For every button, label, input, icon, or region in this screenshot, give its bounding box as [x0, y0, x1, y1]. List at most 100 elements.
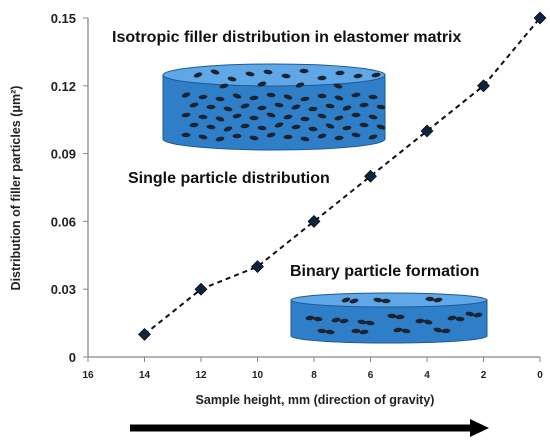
gravity-arrow-head — [470, 419, 489, 437]
filler-particle — [387, 313, 397, 319]
filler-particle — [365, 320, 375, 326]
filler-particle — [395, 314, 405, 320]
filler-particle — [240, 123, 250, 129]
filler-particle — [376, 104, 386, 110]
filler-particle — [351, 132, 361, 138]
filler-particle — [334, 115, 344, 121]
x-tick-label: 0 — [537, 370, 543, 381]
filler-particle — [300, 96, 310, 102]
x-ticks: 16 14 12 10 8 6 4 2 0 — [82, 357, 543, 381]
filler-particle — [257, 125, 267, 131]
x-tick-label: 4 — [424, 370, 430, 381]
filler-particle — [441, 328, 451, 334]
filler-particle — [341, 297, 351, 303]
data-point — [420, 124, 434, 138]
filler-particle — [325, 329, 335, 335]
data-point — [364, 169, 377, 183]
filler-particle — [342, 105, 352, 111]
filler-particle — [283, 134, 293, 140]
y-tick-label: 0.09 — [51, 147, 76, 162]
filler-particle — [465, 311, 475, 317]
filler-particle — [333, 83, 343, 89]
filler-particle — [189, 102, 199, 108]
filler-particle — [223, 106, 233, 112]
y-axis-label: Distribution of filler particles (μm²) — [9, 86, 23, 291]
x-tick-label: 10 — [252, 370, 264, 381]
x-tick-label: 14 — [139, 370, 151, 381]
filler-particle — [351, 92, 361, 98]
filler-particle — [339, 318, 349, 324]
data-point — [251, 260, 264, 274]
filler-particle — [223, 126, 233, 132]
filler-particle — [331, 317, 341, 323]
filler-particle — [393, 327, 403, 333]
filler-particle — [249, 115, 259, 121]
filler-particle — [266, 112, 276, 118]
filler-particle — [317, 328, 327, 334]
filler-particle — [317, 75, 327, 81]
filler-particle — [415, 318, 425, 324]
filler-particle — [447, 315, 457, 321]
filler-particle — [266, 132, 276, 138]
filler-particle — [381, 298, 391, 304]
series-line — [143, 17, 541, 336]
filler-particle — [245, 71, 255, 77]
data-point — [138, 327, 151, 341]
annotation-isotropic: Isotropic filler distribution in elastom… — [112, 29, 462, 46]
x-tick-label: 12 — [195, 370, 207, 381]
filler-particle — [305, 315, 315, 321]
filler-particle — [291, 104, 301, 110]
isotropic-disc — [162, 63, 386, 151]
filler-particle — [227, 76, 237, 82]
x-tick-label: 8 — [311, 370, 317, 381]
filler-particle — [317, 93, 327, 99]
filler-particle — [257, 105, 267, 111]
filler-particle — [368, 94, 378, 100]
filler-particle — [455, 316, 465, 322]
filler-particle — [274, 102, 284, 108]
filler-particle — [433, 327, 443, 333]
filler-particle — [368, 134, 378, 140]
filler-particle — [263, 69, 273, 75]
filler-particle — [325, 103, 335, 109]
filler-particle — [281, 73, 291, 79]
filler-particle — [351, 112, 361, 118]
filler-particle — [283, 94, 293, 100]
filler-particle — [359, 102, 369, 108]
filler-particle — [291, 124, 301, 130]
filler-particle — [232, 93, 242, 99]
filler-particle — [401, 328, 411, 334]
filler-particle — [423, 319, 433, 325]
data-point — [307, 214, 321, 228]
filler-particle — [215, 96, 225, 102]
filler-particle — [198, 134, 208, 140]
y-tick-label: 0.15 — [51, 11, 76, 26]
filler-particle — [342, 125, 352, 131]
filler-particle — [240, 103, 250, 109]
filler-particle — [198, 114, 208, 120]
binary-disc — [290, 292, 488, 344]
filler-particle — [181, 92, 191, 98]
filler-particle — [181, 132, 191, 138]
annotation-single-particle: Single particle distribution — [128, 170, 330, 187]
filler-particle — [308, 106, 318, 112]
x-tick-label: 2 — [481, 370, 487, 381]
filler-particle — [376, 124, 386, 130]
filler-particle — [351, 328, 361, 334]
filler-particle — [371, 72, 381, 78]
x-tick-label: 16 — [82, 370, 94, 381]
y-tick-label: 0 — [69, 350, 76, 365]
filler-particle — [295, 82, 305, 88]
filler-particle — [433, 297, 443, 303]
y-tick-label: 0.03 — [51, 282, 76, 297]
y-ticks: 0 0.03 0.06 0.09 0.12 0.15 — [51, 11, 88, 365]
y-tick-label: 0.12 — [51, 79, 76, 94]
filler-particle — [335, 70, 345, 76]
filler-particle — [325, 123, 335, 129]
filler-particle — [334, 135, 344, 141]
filler-particle — [359, 329, 369, 335]
filler-particle — [313, 316, 323, 322]
filler-particle — [373, 297, 383, 303]
plot-area — [138, 11, 547, 341]
